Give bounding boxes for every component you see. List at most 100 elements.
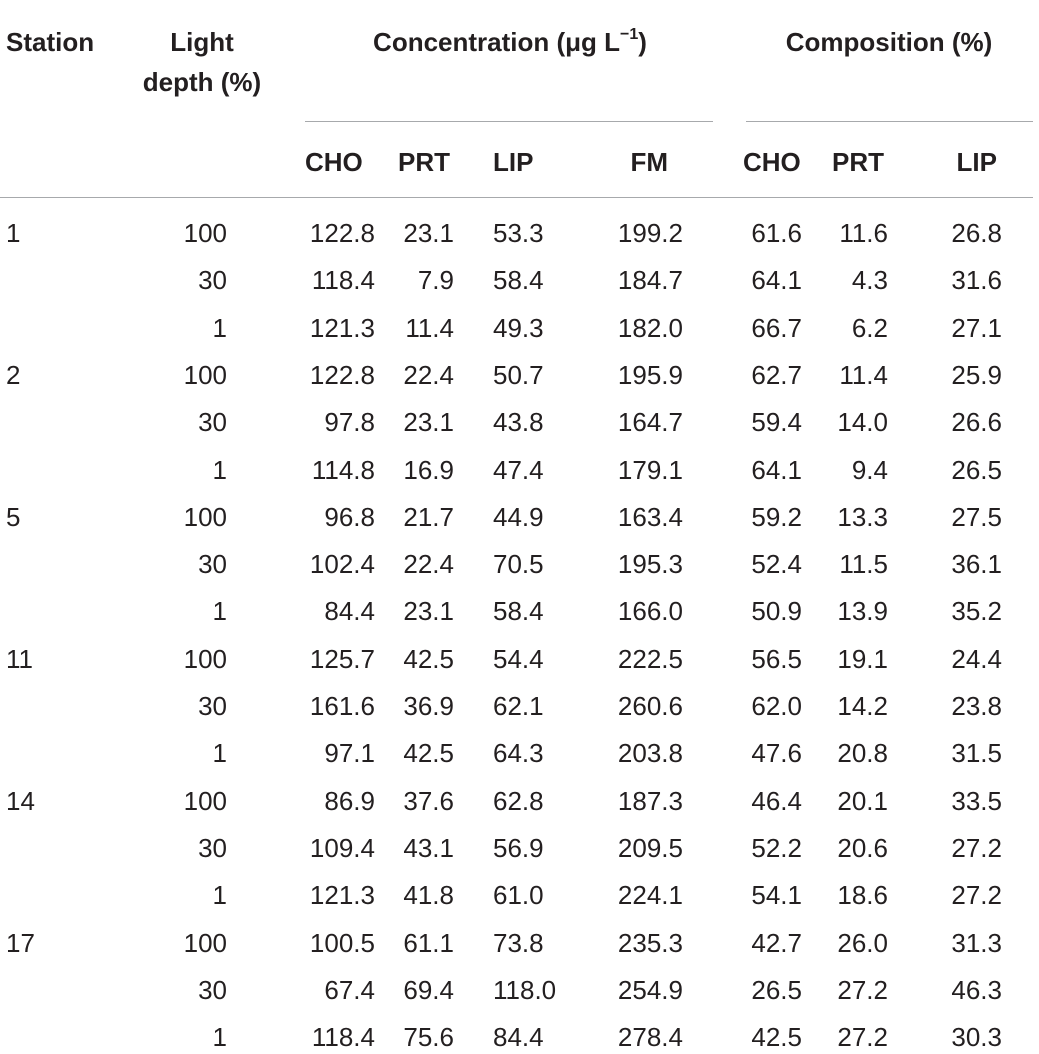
- cell-composition-cho: 66.7: [751, 313, 802, 343]
- cell-prt: 22.4: [403, 549, 454, 579]
- cell-cho: 86.9: [324, 786, 375, 816]
- cell-composition-cho: 47.6: [751, 738, 802, 768]
- cell-lip: 56.9: [493, 833, 544, 863]
- cell-lip: 49.3: [493, 313, 544, 343]
- cell-light-depth: 30: [198, 975, 227, 1005]
- cell-composition-prt: 11.4: [839, 360, 888, 390]
- cell-fm: 222.5: [617, 644, 683, 674]
- cell-light-depth: 30: [198, 549, 227, 579]
- cell-fm: 187.3: [617, 786, 683, 816]
- cell-light-depth: 1: [212, 455, 227, 485]
- cell-composition-cho: 64.1: [751, 455, 802, 485]
- cell-lip: 44.9: [493, 502, 544, 532]
- cell-lip: 61.0: [493, 880, 544, 910]
- cell-lip: 62.1: [493, 691, 544, 721]
- cell-light-depth: 30: [198, 833, 227, 863]
- cell-prt: 41.8: [403, 880, 454, 910]
- cell-fm: 182.0: [617, 313, 683, 343]
- header-composition: Composition (%): [785, 27, 993, 57]
- cell-cho: 121.3: [309, 880, 375, 910]
- header-concentration: Concentration (μg L−1): [373, 27, 647, 57]
- cell-composition-lip: 27.2: [951, 880, 1002, 910]
- cell-composition-cho: 62.7: [751, 360, 802, 390]
- cell-composition-lip: 26.5: [951, 455, 1002, 485]
- cell-fm: 195.9: [617, 360, 683, 390]
- cell-composition-cho: 52.2: [751, 833, 802, 863]
- composition-group-rule: [746, 121, 1033, 122]
- cell-cho: 118.4: [311, 1022, 375, 1052]
- cell-prt: 11.4: [405, 313, 454, 343]
- cell-composition-lip: 27.5: [951, 502, 1002, 532]
- cell-cho: 67.4: [324, 975, 375, 1005]
- subheader-composition-cho: CHO: [743, 147, 801, 177]
- cell-composition-prt: 6.2: [851, 313, 888, 343]
- cell-composition-lip: 33.5: [951, 786, 1002, 816]
- cell-cho: 97.1: [324, 738, 375, 768]
- cell-prt: 75.6: [403, 1022, 454, 1052]
- cell-cho: 125.7: [309, 644, 375, 674]
- cell-composition-prt: 27.2: [837, 1022, 888, 1052]
- cell-composition-lip: 24.4: [951, 644, 1002, 674]
- header-station: Station: [6, 27, 95, 57]
- cell-composition-lip: 23.8: [951, 691, 1002, 721]
- cell-composition-lip: 27.2: [951, 833, 1002, 863]
- cell-composition-prt: 20.1: [837, 786, 888, 816]
- cell-fm: 195.3: [617, 549, 683, 579]
- cell-cho: 122.8: [309, 360, 375, 390]
- cell-cho: 100.5: [309, 928, 375, 958]
- cell-prt: 37.6: [403, 786, 454, 816]
- cell-composition-lip: 36.1: [951, 549, 1002, 579]
- cell-light-depth: 30: [198, 691, 227, 721]
- header-concentration-exponent: −1: [620, 26, 639, 44]
- cell-light-depth: 1: [212, 596, 227, 626]
- cell-cho: 161.6: [309, 691, 375, 721]
- subheader-composition-lip: LIP: [956, 147, 997, 177]
- cell-lip: 73.8: [493, 928, 544, 958]
- cell-lip: 64.3: [493, 738, 544, 768]
- cell-composition-prt: 26.0: [837, 928, 888, 958]
- cell-fm: 179.1: [617, 455, 683, 485]
- cell-fm: 235.3: [617, 928, 683, 958]
- cell-composition-prt: 11.5: [839, 549, 888, 579]
- cell-composition-cho: 59.4: [751, 407, 802, 437]
- cell-lip: 118.0: [493, 975, 557, 1005]
- cell-light-depth: 100: [183, 786, 227, 816]
- cell-composition-lip: 31.6: [951, 265, 1002, 295]
- cell-composition-prt: 4.3: [851, 265, 888, 295]
- cell-prt: 21.7: [403, 502, 454, 532]
- cell-prt: 7.9: [417, 265, 454, 295]
- cell-lip: 70.5: [493, 549, 544, 579]
- cell-light-depth: 100: [183, 218, 227, 248]
- cell-prt: 69.4: [403, 975, 454, 1005]
- cell-composition-lip: 35.2: [951, 596, 1002, 626]
- cell-light-depth: 30: [198, 265, 227, 295]
- cell-cho: 114.8: [311, 455, 375, 485]
- cell-cho: 109.4: [309, 833, 375, 863]
- cell-lip: 54.4: [493, 644, 544, 674]
- cell-light-depth: 1: [212, 1022, 227, 1052]
- cell-composition-lip: 26.8: [951, 218, 1002, 248]
- cell-prt: 23.1: [403, 218, 454, 248]
- cell-fm: 224.1: [617, 880, 683, 910]
- cell-lip: 58.4: [493, 265, 544, 295]
- cell-composition-prt: 9.4: [851, 455, 888, 485]
- cell-station: 17: [6, 928, 35, 958]
- cell-composition-prt: 14.2: [837, 691, 888, 721]
- cell-fm: 199.2: [617, 218, 683, 248]
- cell-fm: 203.8: [617, 738, 683, 768]
- cell-prt: 23.1: [403, 407, 454, 437]
- cell-prt: 22.4: [403, 360, 454, 390]
- cell-composition-lip: 25.9: [951, 360, 1002, 390]
- header-concentration-close: ): [638, 27, 647, 57]
- subheader-cho: CHO: [305, 147, 363, 177]
- cell-composition-prt: 18.6: [837, 880, 888, 910]
- cell-fm: 209.5: [617, 833, 683, 863]
- cell-fm: 278.4: [617, 1022, 683, 1052]
- cell-composition-prt: 14.0: [837, 407, 888, 437]
- header-light-depth-line2: depth (%): [142, 67, 262, 97]
- cell-lip: 47.4: [493, 455, 544, 485]
- cell-prt: 61.1: [403, 928, 454, 958]
- cell-prt: 16.9: [403, 455, 454, 485]
- cell-composition-cho: 42.5: [751, 1022, 802, 1052]
